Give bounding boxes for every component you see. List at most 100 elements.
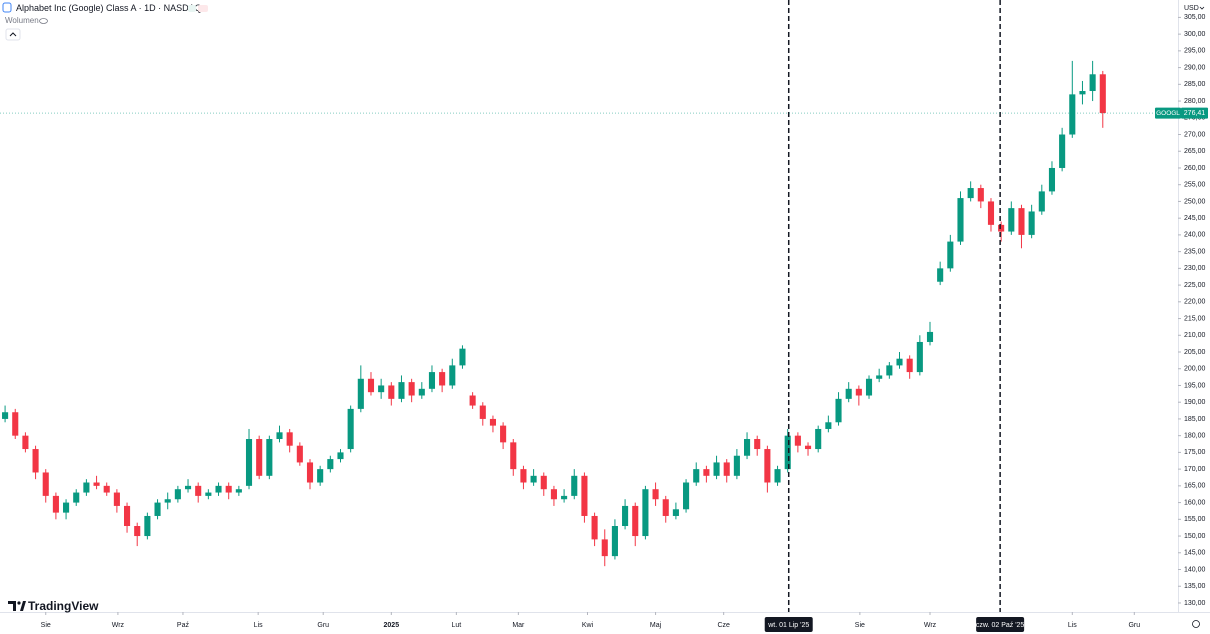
- candle-body: [357, 378, 364, 409]
- y-tick-label: 245,00: [1184, 215, 1206, 222]
- date-marker-box: [976, 617, 1025, 632]
- candle-body: [825, 422, 832, 429]
- y-tick-label: 270,00: [1184, 131, 1206, 138]
- x-tick-label: Wrz: [924, 622, 937, 629]
- candle-body: [876, 375, 883, 379]
- candle-body: [286, 432, 293, 446]
- candle-body: [683, 482, 690, 510]
- y-tick-label: 180,00: [1184, 433, 1206, 440]
- candle-body: [601, 539, 608, 557]
- y-tick-label: 295,00: [1184, 48, 1206, 55]
- y-tick-label: 280,00: [1184, 98, 1206, 105]
- candle-body: [1069, 94, 1076, 135]
- chart-title: Alphabet Inc (Google) Class A · 1D · NAS…: [16, 3, 202, 13]
- candle-body: [957, 198, 964, 242]
- candle-body: [42, 472, 49, 496]
- collapse-icon: [9, 32, 17, 37]
- currency[interactable]: USD: [1184, 5, 1199, 12]
- candle-body: [439, 372, 446, 386]
- candle-body: [916, 341, 923, 373]
- date-marker-label: wt. 01 Lip '25: [767, 622, 809, 629]
- candle-body: [12, 412, 19, 436]
- candle-body: [642, 489, 649, 537]
- candle-body: [815, 428, 822, 450]
- settings-icon[interactable]: [1192, 620, 1200, 628]
- candle-body: [73, 492, 80, 503]
- candle-body: [276, 432, 283, 440]
- candle-body: [855, 388, 862, 396]
- candle-body: [896, 358, 903, 366]
- candle-body: [296, 445, 303, 463]
- candle-body: [1018, 208, 1025, 235]
- candle-body: [947, 241, 954, 269]
- candle-body: [367, 378, 375, 393]
- candle-body: [865, 378, 873, 396]
- candle-body: [774, 469, 781, 483]
- y-tick-label: 300,00: [1184, 31, 1206, 38]
- candle-body: [134, 526, 141, 537]
- y-tick-label: 255,00: [1184, 182, 1206, 189]
- y-tick-label: 240,00: [1184, 232, 1206, 239]
- y-tick-label: 165,00: [1184, 483, 1206, 490]
- x-tick-label: Sie: [41, 622, 51, 629]
- logo: TradingView: [8, 599, 99, 613]
- candle-body: [408, 382, 415, 396]
- candle-body: [987, 201, 995, 225]
- y-tick-label: 140,00: [1184, 566, 1206, 573]
- y-tick-label: 135,00: [1184, 583, 1206, 590]
- candle-body: [926, 331, 934, 342]
- candle-body: [581, 475, 588, 516]
- y-tick-label: 150,00: [1184, 533, 1206, 540]
- x-tick-label: Maj: [650, 622, 662, 629]
- candle-body: [723, 462, 730, 476]
- y-tick-label: 205,00: [1184, 349, 1206, 356]
- y-tick-label: 305,00: [1184, 14, 1206, 21]
- date-marker-box: [764, 617, 813, 632]
- x-tick-label: Cze: [717, 622, 730, 629]
- collapse-button[interactable]: [5, 28, 21, 41]
- candle-body: [174, 489, 181, 500]
- candle-body: [378, 385, 385, 393]
- x-tick-label: Wrz: [112, 622, 125, 629]
- candle-body: [144, 515, 151, 537]
- candle-body: [154, 502, 161, 516]
- symbol-tag-label: GOOGL: [1156, 110, 1180, 117]
- candle-body: [977, 188, 984, 202]
- x-tick-label: Lut: [451, 622, 461, 629]
- visibility-icon[interactable]: [39, 18, 48, 24]
- candle-body: [967, 188, 974, 199]
- status-pill: [188, 5, 196, 12]
- candle-body: [733, 455, 740, 476]
- y-tick-label: 160,00: [1184, 499, 1206, 506]
- candle-body: [93, 482, 100, 486]
- y-tick-label: 215,00: [1184, 315, 1206, 322]
- y-tick-label: 290,00: [1184, 64, 1206, 71]
- y-tick-label: 235,00: [1184, 248, 1206, 255]
- candle-body: [235, 489, 242, 493]
- candle-body: [611, 526, 618, 557]
- y-tick-label: 250,00: [1184, 198, 1206, 205]
- candle-body: [632, 505, 639, 537]
- candle-body: [784, 435, 791, 470]
- candle-body: [2, 412, 9, 419]
- candle-body: [347, 408, 354, 450]
- x-tick-label: Gru: [317, 622, 329, 629]
- y-tick-label: 265,00: [1184, 148, 1206, 155]
- candle-body: [164, 499, 171, 503]
- y-tick-label: 195,00: [1184, 382, 1206, 389]
- candle-body: [886, 365, 893, 376]
- y-tick-label: 170,00: [1184, 466, 1206, 473]
- x-tick-label: Sie: [855, 622, 865, 629]
- logo-text: TradingView: [28, 599, 99, 613]
- x-tick-label: Lis: [1068, 622, 1077, 629]
- date-marker-label: czw. 02 Paź '25: [976, 622, 1025, 629]
- candle-body: [672, 509, 679, 516]
- currency-dropdown[interactable]: [1199, 6, 1205, 10]
- y-tick-label: 220,00: [1184, 299, 1206, 306]
- candle-body: [63, 502, 70, 513]
- x-tick-label: Kwi: [582, 622, 594, 629]
- candle-body: [327, 459, 334, 470]
- candle-body: [1059, 134, 1066, 168]
- candle-body: [418, 388, 425, 396]
